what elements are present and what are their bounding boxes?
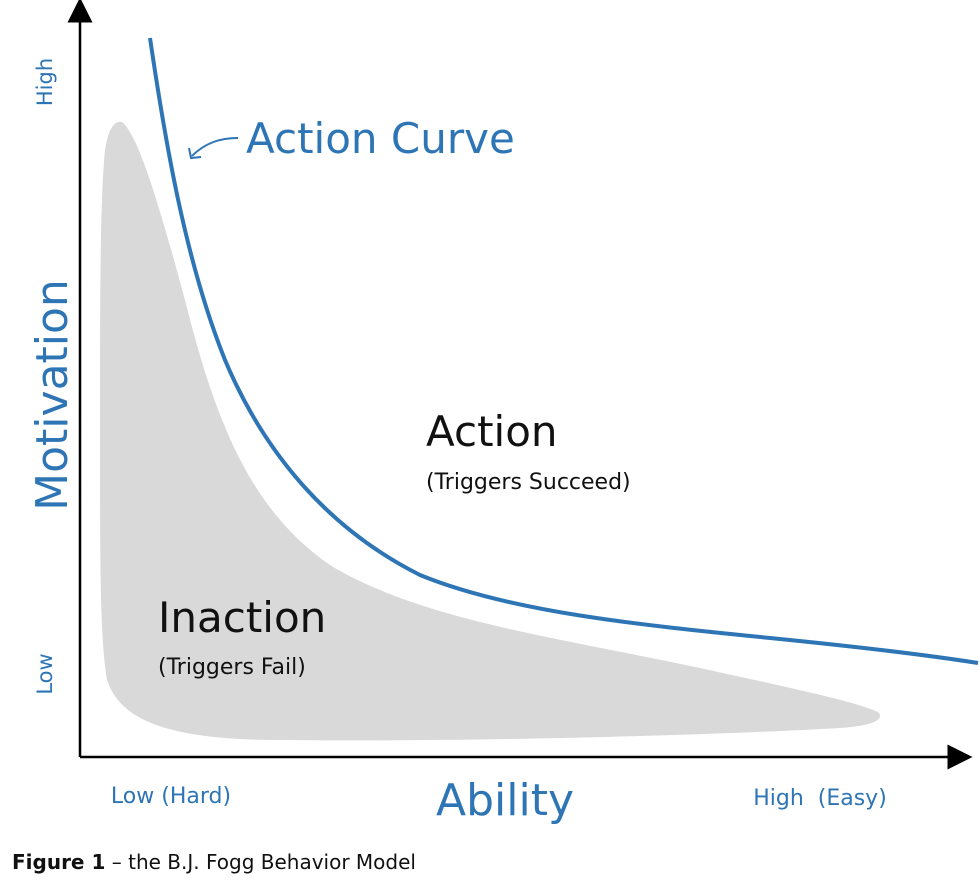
action-curve-label: Action Curve xyxy=(246,114,515,163)
figure-caption: Figure 1 – the B.J. Fogg Behavior Model xyxy=(12,850,416,874)
x-axis-title: Ability xyxy=(436,775,574,826)
x-axis-low-label: Low (Hard) xyxy=(111,784,231,809)
action-region-sublabel: (Triggers Succeed) xyxy=(426,470,631,495)
inaction-region-sublabel: (Triggers Fail) xyxy=(158,655,306,680)
inaction-region xyxy=(100,121,881,741)
x-axis-high-label: High (Easy) xyxy=(753,786,887,811)
inaction-region-label: Inaction xyxy=(158,593,326,642)
action-region-label: Action xyxy=(426,407,558,456)
y-axis-high-label: High xyxy=(33,58,57,106)
figure-caption-label: Figure 1 xyxy=(12,850,106,874)
y-axis-low-label: Low xyxy=(33,653,57,694)
action-curve xyxy=(148,37,979,665)
action-curve-pointer-head-icon xyxy=(188,147,202,160)
figure-caption-text: – the B.J. Fogg Behavior Model xyxy=(105,850,416,874)
action-curve-pointer-icon xyxy=(191,137,239,157)
y-axis-title: Motivation xyxy=(27,279,78,511)
